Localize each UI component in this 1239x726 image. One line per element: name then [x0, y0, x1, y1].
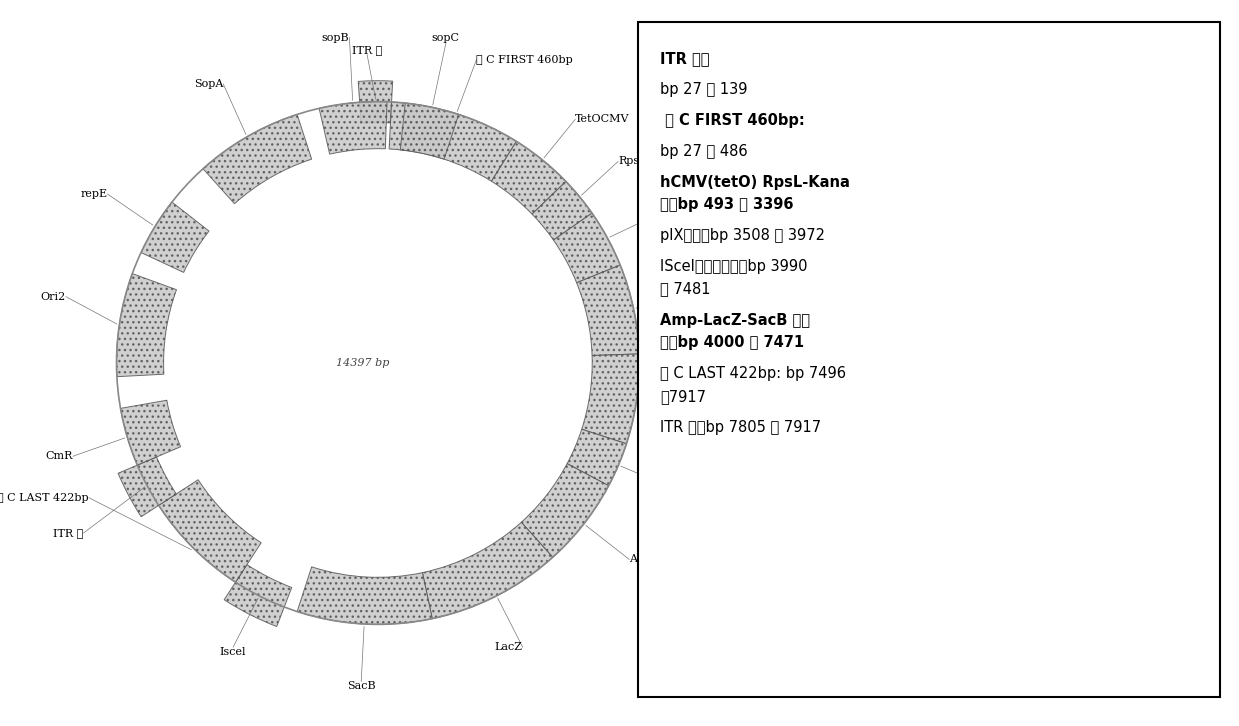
Wedge shape: [141, 202, 209, 272]
Wedge shape: [576, 265, 639, 356]
Text: ITR 左：: ITR 左：: [660, 51, 710, 66]
Text: sopC: sopC: [432, 33, 460, 44]
Text: hCMV(tetO) RpsL-Kana: hCMV(tetO) RpsL-Kana: [660, 174, 850, 189]
Text: Ori2: Ori2: [41, 292, 66, 302]
Text: ITR 右: ITR 右: [53, 528, 84, 538]
Wedge shape: [358, 81, 393, 123]
Text: 至7917: 至7917: [660, 388, 706, 404]
Text: repE: repE: [81, 189, 108, 199]
Wedge shape: [120, 400, 181, 465]
Text: SacB: SacB: [347, 682, 375, 691]
Text: Iscel: Iscel: [672, 483, 698, 492]
Wedge shape: [554, 213, 621, 282]
Wedge shape: [400, 103, 458, 159]
Text: BGHpA: BGHpA: [690, 292, 732, 302]
Text: KanaR: KanaR: [655, 211, 691, 221]
Text: ITR 左: ITR 左: [352, 45, 383, 54]
Wedge shape: [224, 565, 291, 627]
Wedge shape: [118, 457, 176, 517]
Wedge shape: [582, 354, 639, 444]
Wedge shape: [422, 522, 553, 619]
Text: RpsL: RpsL: [618, 156, 647, 166]
Wedge shape: [297, 567, 432, 624]
Wedge shape: [522, 464, 608, 558]
Text: 和 7481: 和 7481: [660, 282, 711, 297]
Wedge shape: [492, 142, 566, 214]
Text: Amp-LacZ-SacB 选择: Amp-LacZ-SacB 选择: [660, 313, 810, 327]
Wedge shape: [203, 115, 312, 204]
Text: bp 27 至 139: bp 27 至 139: [660, 82, 748, 97]
Text: 组 C FIRST 460bp: 组 C FIRST 460bp: [477, 54, 574, 65]
Text: 组 C FIRST 460bp:: 组 C FIRST 460bp:: [660, 113, 805, 128]
Text: AmpR: AmpR: [629, 555, 663, 564]
Text: CmR: CmR: [46, 452, 73, 461]
Wedge shape: [159, 480, 261, 582]
Text: ITR 右：bp 7805 至 7917: ITR 右：bp 7805 至 7917: [660, 420, 821, 435]
Text: 组 C pIX: 组 C pIX: [694, 402, 735, 412]
Text: 组 C LAST 422bp: 组 C LAST 422bp: [0, 493, 89, 503]
Text: 14397 bp: 14397 bp: [336, 358, 389, 368]
Text: bp 27 至 486: bp 27 至 486: [660, 144, 748, 159]
Text: 盒：bp 4000 至 7471: 盒：bp 4000 至 7471: [660, 335, 804, 350]
Text: pIX基因：bp 3508 至 3972: pIX基因：bp 3508 至 3972: [660, 228, 825, 243]
Text: 盒：bp 493 至 3396: 盒：bp 493 至 3396: [660, 197, 794, 212]
Text: sopB: sopB: [322, 33, 349, 43]
Text: TetOCMV: TetOCMV: [575, 114, 629, 124]
Text: SopA: SopA: [195, 79, 223, 89]
Text: LacZ: LacZ: [494, 642, 523, 652]
Text: ISceI限制性位点：bp 3990: ISceI限制性位点：bp 3990: [660, 259, 808, 274]
Wedge shape: [567, 429, 627, 486]
Wedge shape: [389, 102, 517, 182]
Wedge shape: [116, 274, 176, 377]
FancyBboxPatch shape: [638, 22, 1220, 697]
Wedge shape: [532, 182, 592, 240]
Text: 组 C LAST 422bp: bp 7496: 组 C LAST 422bp: bp 7496: [660, 366, 846, 381]
Wedge shape: [320, 102, 387, 154]
Text: Iscel: Iscel: [219, 647, 247, 657]
